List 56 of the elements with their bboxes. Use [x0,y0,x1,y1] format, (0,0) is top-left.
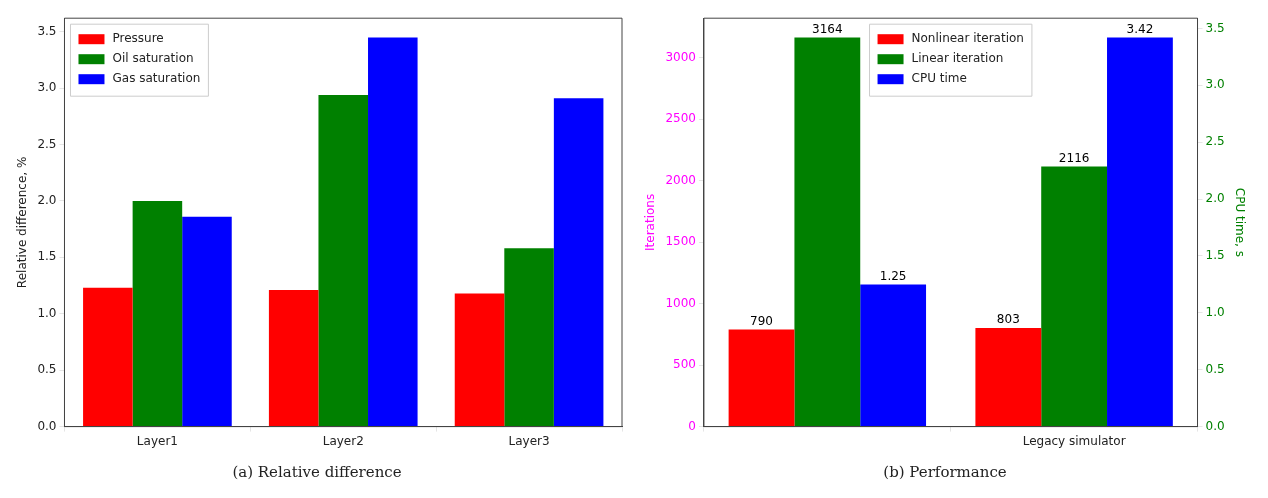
bar [454,293,505,427]
bar [83,287,133,427]
y-tick-label: 2000 [665,172,696,187]
y2-tick-label: 1.5 [1205,248,1225,263]
y2-tick-label: 1.0 [1205,304,1225,319]
y2-tick-label: 2.0 [1205,191,1225,206]
bar [975,327,1042,427]
y-tick-label: 500 [673,357,696,372]
bar [268,290,319,427]
data-label: 803 [996,312,1020,327]
y-axis-title: Relative difference, % [15,156,30,289]
data-label: 2116 [1058,150,1090,165]
y2-tick-label: 3.0 [1205,77,1225,92]
y-tick-label: 2.0 [37,193,57,208]
y2-tick-label: 0.5 [1205,361,1225,376]
text: (a) Relative difference [232,462,402,481]
y-tick-label: 1000 [665,295,696,310]
x-tick-label: Layer2 [322,433,364,448]
bar [728,329,795,427]
y2-tick-label: 2.5 [1205,134,1225,149]
bar [132,200,183,427]
legend-label: Gas saturation [112,71,201,86]
legend-label: Linear iteration [911,51,1004,66]
legend-label: Nonlinear iteration [911,31,1024,46]
y-tick-label: 2.5 [37,136,57,151]
data-label: 790 [750,313,773,328]
y-tick-label: 3.5 [37,23,57,38]
y-tick-label: 0 [688,418,696,433]
bar [182,216,232,427]
y-tick-label: 2500 [665,111,696,126]
bar [794,37,861,427]
x-tick-label: Layer1 [136,433,178,448]
legend-label: Oil saturation [112,51,194,66]
y-tick-label: 0.5 [37,362,57,377]
legend-label: Pressure [112,31,164,46]
y-tick-label: 1.5 [37,249,57,264]
bar [318,94,369,427]
data-label: 3.42 [1126,21,1154,36]
y2-tick-label: 3.5 [1205,20,1225,35]
x-tick-label: Legacy simulator [1022,433,1126,448]
y-tick-label: 3000 [665,49,696,64]
bar [504,248,554,427]
y-axis-title: Iterations [643,193,658,251]
data-label: 3164 [812,21,843,36]
x-tick-label: Layer3 [508,433,550,448]
data-label: 1.25 [879,268,907,283]
y-tick-label: 1500 [665,234,696,249]
y-tick-label: 3.0 [37,80,57,95]
y2-axis-title: CPU time, s [1232,187,1247,258]
legend-label: CPU time [911,71,967,86]
text: (b) Performance [883,462,1007,481]
y-tick-label: 1.0 [37,305,57,320]
y2-tick-label: 0.0 [1205,418,1225,433]
bar [553,98,604,427]
bar [368,37,418,427]
y-tick-label: 0.0 [37,418,57,433]
